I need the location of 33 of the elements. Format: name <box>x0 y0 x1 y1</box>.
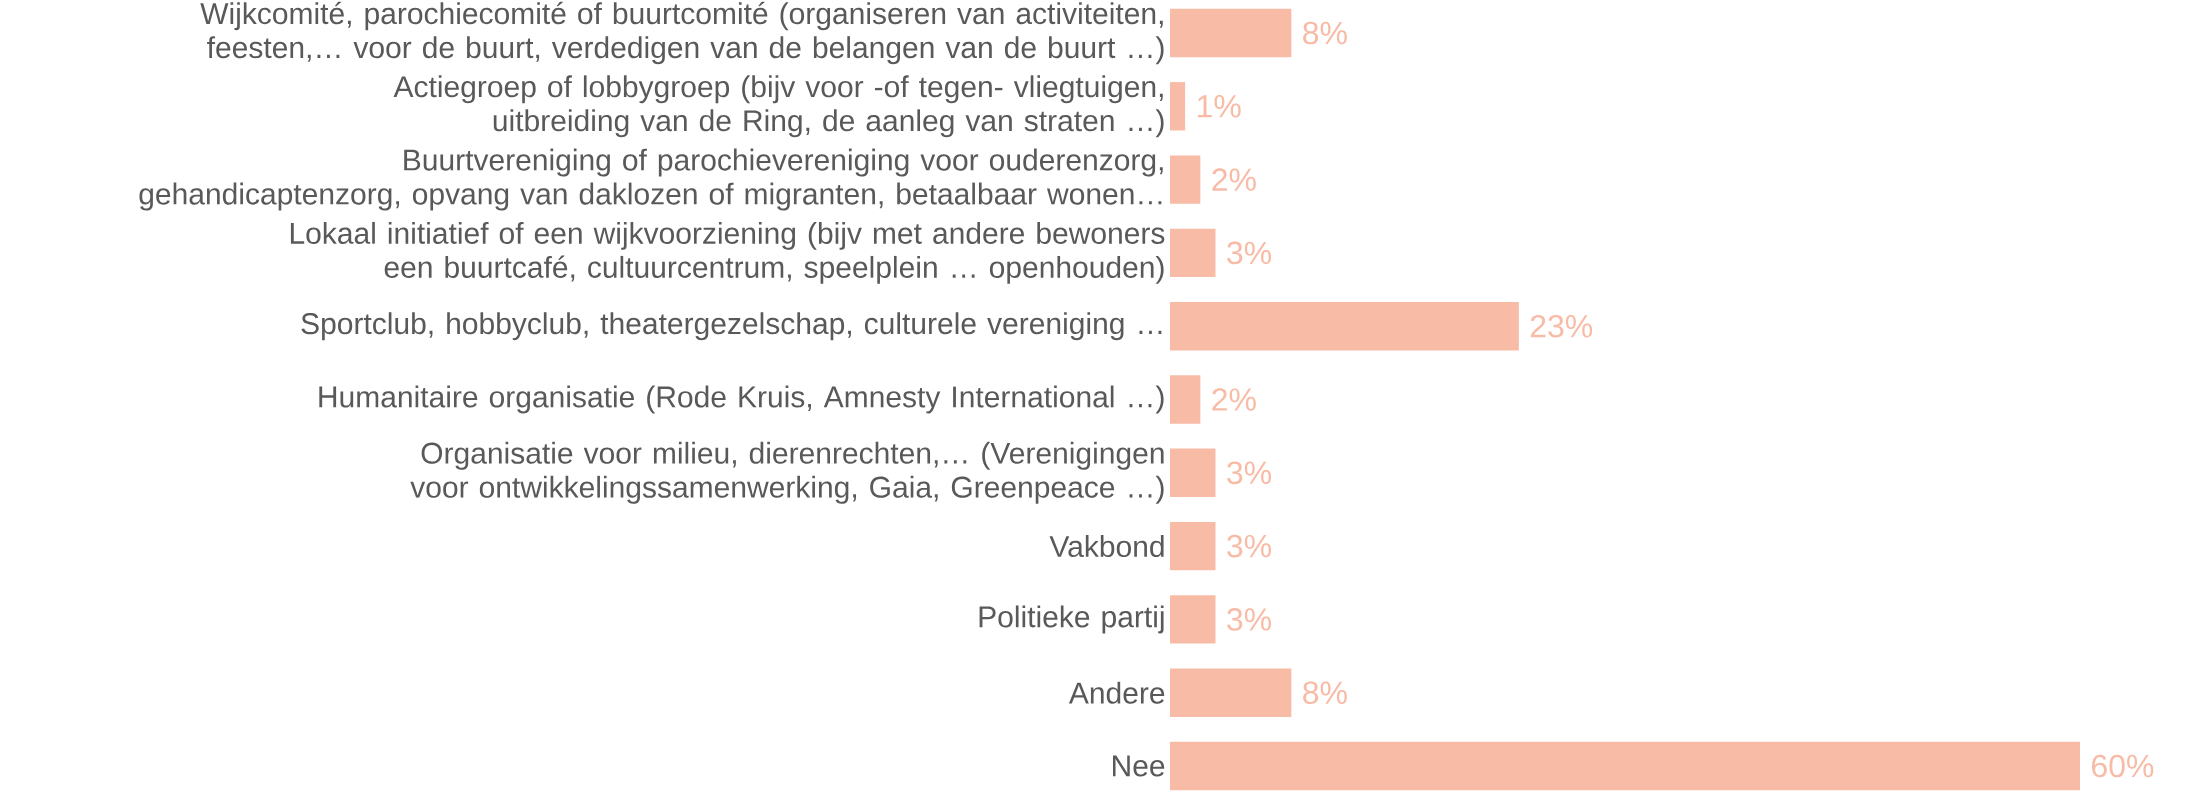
data-label: 8% <box>1303 681 1347 705</box>
data-label: 3% <box>1227 608 1272 631</box>
y-tick-label: Vakbond <box>1049 535 1164 558</box>
bar <box>1170 521 1216 571</box>
bar <box>1170 302 1519 351</box>
y-tick-label: Andere <box>1068 681 1165 704</box>
y-tick-label: Lokaal initiatief of een wijkvoorziening (bijv met andere bewoners een buurtcafé, cultuurcentrum, speelplein … openhouden) <box>290 221 1165 284</box>
bar <box>1170 155 1201 204</box>
y-tick-label: Humanitaire organisatie (Rode Kruis, Amnesty International …) <box>319 385 1164 414</box>
bar <box>1170 448 1216 497</box>
y-tick-label: Politieke partij <box>979 605 1164 634</box>
bar <box>1170 741 2080 791</box>
y-tick-label: Actiegroep of lobbygroep (bijv voor -of tegen- vliegtuigen, uitbreiding van de Ring, de aanleg van straten …) <box>393 75 1164 138</box>
bar <box>1170 8 1292 58</box>
data-label: 3% <box>1227 241 1272 265</box>
bar <box>1170 375 1201 424</box>
bar <box>1170 595 1216 644</box>
data-label: 3% <box>1227 534 1272 558</box>
data-label: 1% <box>1198 95 1241 118</box>
data-label: 23% <box>1530 314 1593 338</box>
y-tick-label: Nee <box>1113 755 1165 777</box>
data-label: 8% <box>1303 21 1347 45</box>
y-tick-label: Buurtvereniging of parochievereniging voor ouderenzorg, gehandicaptenzorg, opvang van daklozen of migranten, betaalbaar wonen… <box>139 148 1163 211</box>
y-tick-label: Sportclub, hobbyclub, theatergezelschap, culturele vereniging … <box>301 312 1162 341</box>
y-tick-label: Organisatie voor milieu, dierenrechten,… (Verenigingen voor ontwikkelingssamenwerking, Gaia, Greenpeace …) <box>410 441 1164 504</box>
data-label: 60% <box>2092 754 2154 778</box>
data-label: 2% <box>1212 168 1256 191</box>
bar <box>1170 82 1186 131</box>
bar <box>1170 668 1292 717</box>
bar <box>1170 228 1216 278</box>
data-label: 2% <box>1212 388 1256 411</box>
y-tick-label: Wijkcomité, parochiecomité of buurtcomité (organiseren van activiteiten, feesten,… voor de buurt, verdedigen van de belangen van de buurt …) <box>200 1 1164 65</box>
data-label: 3% <box>1227 461 1272 485</box>
